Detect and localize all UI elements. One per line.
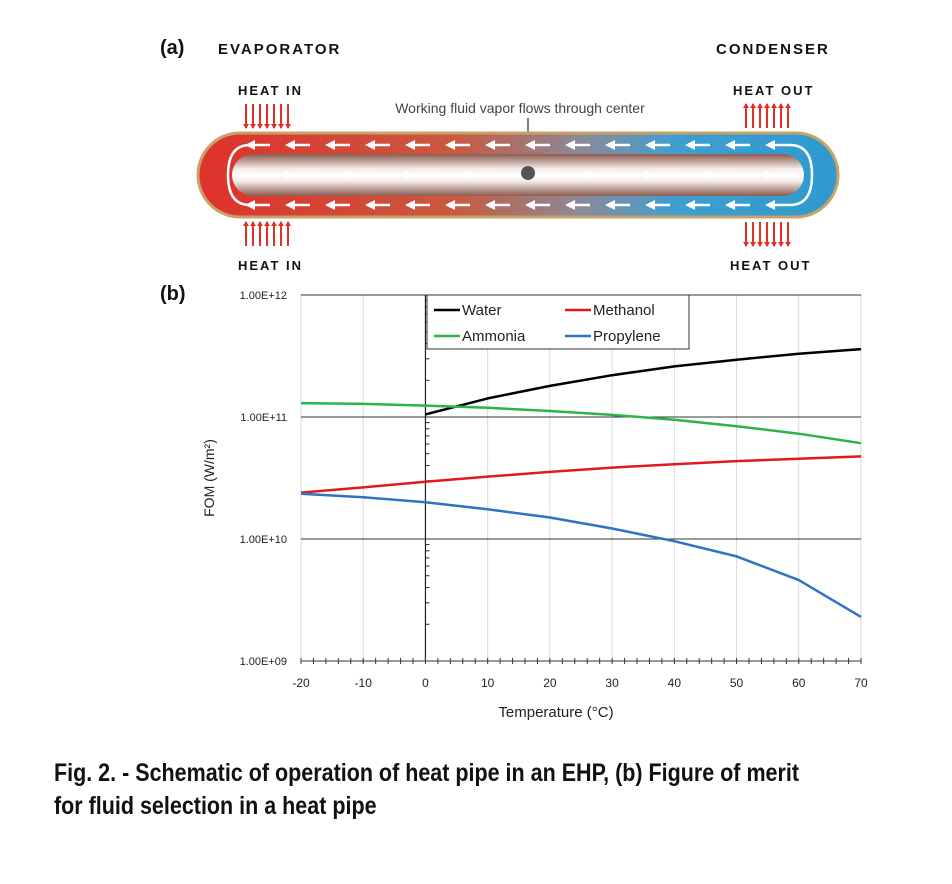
y-tick-label: 1.00E+09 — [240, 656, 287, 668]
heat-out-arrow — [750, 103, 756, 128]
heat-out-arrow — [771, 222, 777, 247]
heat-out-arrow — [778, 103, 784, 128]
heat-out-arrow — [743, 103, 749, 128]
heat-in-arrow — [271, 221, 277, 246]
series-line-ammonia — [300, 401, 862, 445]
panel-b: (b) -20 -10 0 10 20 30 40 50 60 70 1.00E+09 1.00E+1… — [160, 283, 868, 721]
evaporator-label: EVAPORATOR — [218, 41, 341, 58]
y-tick-label: 1.00E+12 — [240, 290, 287, 302]
heat-in-arrow — [271, 104, 277, 129]
heat-out-arrow — [778, 222, 784, 247]
heat-in-arrow — [250, 104, 256, 129]
y-axis-title: FOM (W/m²) — [201, 439, 217, 517]
figure-caption: Fig. 2. - Schematic of operation of heat… — [54, 759, 800, 820]
heat-in-arrow — [257, 104, 263, 129]
panel-a-label: (a) — [160, 37, 184, 59]
x-tick-label: -10 — [355, 676, 373, 690]
heat-out-arrow — [757, 103, 763, 128]
legend-box — [426, 294, 690, 350]
series-line-propylene — [300, 492, 862, 618]
heat-in-bottom-label: HEAT IN — [238, 258, 303, 273]
condenser-turn-arrow — [789, 143, 814, 207]
heat-out-arrow — [750, 222, 756, 247]
flow-annotation: Working fluid vapor flows through center — [395, 100, 645, 116]
panel-a: (a) EVAPORATOR CONDENSER HEAT IN HEAT OU… — [160, 37, 840, 273]
heat-in-arrow — [285, 104, 291, 129]
heat-in-arrow — [278, 104, 284, 129]
heat-arrows — [243, 103, 791, 247]
panel-b-label: (b) — [160, 283, 186, 305]
heat-out-arrow — [764, 222, 770, 247]
heat-in-top-label: HEAT IN — [238, 83, 303, 98]
x-tick-label: 70 — [854, 676, 868, 690]
flow-arrows — [226, 140, 814, 210]
heat-in-arrow — [250, 221, 256, 246]
heat-out-arrow — [785, 222, 791, 247]
series-line-methanol — [300, 455, 862, 494]
heat-out-bottom-label: HEAT OUT — [730, 258, 811, 273]
x-tick-label: 50 — [730, 676, 744, 690]
figure: (a) EVAPORATOR CONDENSER HEAT IN HEAT OU… — [160, 37, 868, 721]
plot-area — [300, 294, 862, 662]
legend-label: Methanol — [593, 302, 655, 319]
series-line-water — [425, 347, 862, 416]
heat-in-arrow — [285, 221, 291, 246]
heat-in-arrow — [264, 221, 270, 246]
heat-out-arrow — [757, 222, 763, 247]
x-tick-label: 0 — [422, 676, 429, 690]
legend-label: Ammonia — [462, 328, 526, 345]
x-tick-label: 20 — [543, 676, 557, 690]
chart: -20 -10 0 10 20 30 40 50 60 70 1.00E+09 1.00E+10 1.0… — [201, 290, 868, 721]
x-tick-label: 30 — [605, 676, 619, 690]
x-tick-label: 40 — [668, 676, 682, 690]
legend-label: Water — [462, 302, 501, 319]
legend-label: Propylene — [593, 328, 661, 345]
heat-in-arrow — [264, 104, 270, 129]
heat-out-top-label: HEAT OUT — [733, 83, 814, 98]
heat-in-arrow — [278, 221, 284, 246]
x-axis-title: Temperature (°C) — [498, 704, 613, 721]
x-tick-label: 10 — [481, 676, 495, 690]
heat-in-arrow — [243, 104, 249, 129]
condenser-label: CONDENSER — [716, 41, 830, 58]
heat-out-arrow — [771, 103, 777, 128]
x-tick-label: 60 — [792, 676, 806, 690]
y-tick-label: 1.00E+10 — [240, 534, 287, 546]
heat-in-arrow — [243, 221, 249, 246]
vapor-flow-marker — [521, 166, 535, 180]
evaporator-turn-arrow — [226, 143, 251, 207]
heat-in-arrow — [257, 221, 263, 246]
legend: Water Methanol Ammonia Propylene — [426, 294, 690, 350]
x-tick-label: -20 — [292, 676, 310, 690]
heat-out-arrow — [764, 103, 770, 128]
figure-svg: (a) EVAPORATOR CONDENSER HEAT IN HEAT OU… — [160, 37, 868, 721]
heat-out-arrow — [785, 103, 791, 128]
y-tick-label: 1.00E+11 — [240, 412, 287, 424]
heat-out-arrow — [743, 222, 749, 247]
